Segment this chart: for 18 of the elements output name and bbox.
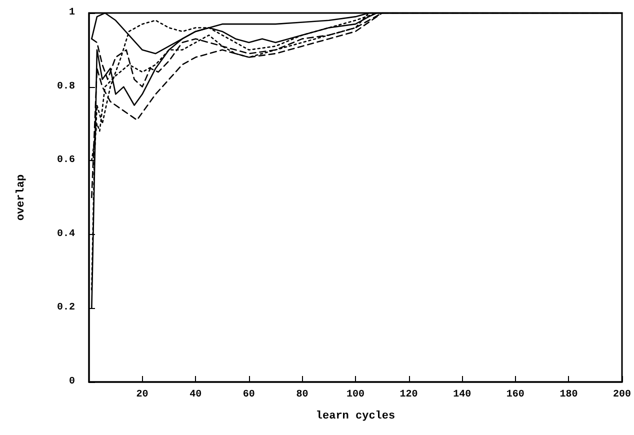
x-tick-label: 20 [136,390,148,400]
x-axis-title: learn cycles [316,410,396,422]
x-tick-label: 40 [190,390,202,400]
x-tick-label: 140 [453,390,472,400]
x-tick-label: 200 [612,390,632,400]
x-tick-label: 60 [242,390,255,400]
x-tick-label: 180 [560,390,578,400]
y-tick-label: 0.4 [56,228,75,240]
y-tick-label: 0.6 [56,155,75,166]
y-tick-label: 0 [68,376,75,388]
y-axis-title: overlap [16,174,28,221]
x-tick-label: 100 [346,390,365,400]
y-tick-label: 1 [68,8,75,18]
x-tick-label: 120 [400,390,418,400]
y-tick-label: 0.8 [56,81,75,92]
y-tick-label: 0.2 [56,302,75,314]
x-tick-label: 160 [506,390,524,400]
x-tick-label: 80 [296,390,308,400]
